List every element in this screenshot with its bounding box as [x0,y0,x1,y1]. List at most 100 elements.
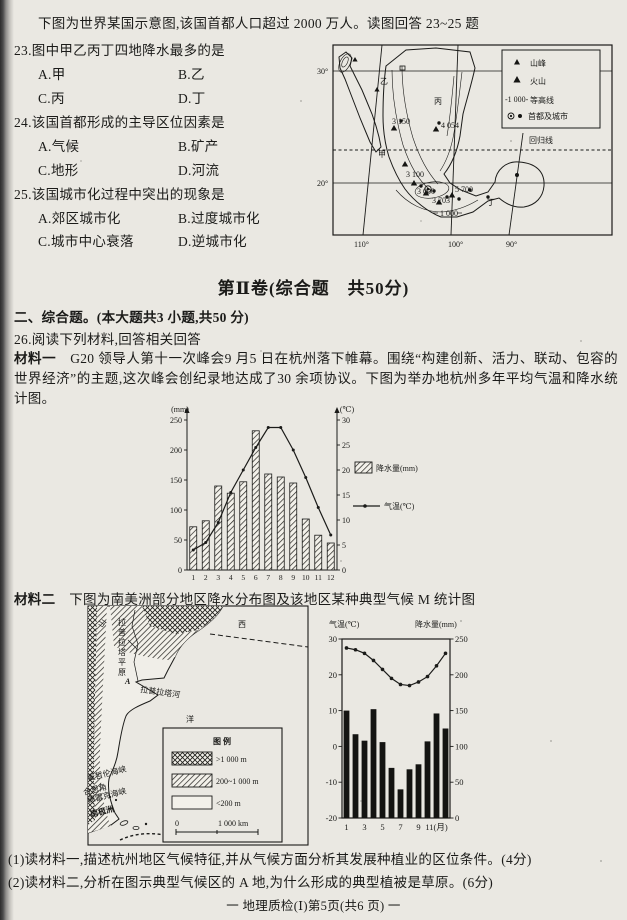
svg-text:30: 30 [329,634,338,644]
svg-text:5 700: 5 700 [455,185,473,194]
svg-text:25: 25 [342,441,350,450]
scale-start-label: 0 [175,819,179,828]
material1-paragraph: 材料一 G20 领导人第十一次峰会9 月5 日在杭州落下帷幕。围绕“构建创新、活… [14,349,618,409]
q25-option-d: D.逆城市化 [178,234,247,249]
svg-text:3 150: 3 150 [392,117,410,126]
q25-stem: 25.该国城市化过程中突出的现象是 [14,187,225,202]
legend-title: 图 例 [213,736,231,746]
sa-map-legend: 图 例 >1 000 m 200~1 000 m <200 m 0 1 000 … [162,727,283,843]
coastlines [338,47,545,218]
legend-swatch-above-1000 [171,751,213,766]
tropic-of-capricorn-line [209,633,309,648]
material2-text: 下图为南美洲部分地区降水分布图及该地区某种典型气候 M 统计图 [69,592,476,607]
svg-text:50: 50 [174,536,182,545]
svg-text:2: 2 [204,573,208,582]
precipitation-legend-swatch [354,461,373,474]
capital-marker [424,185,432,193]
relief-hatching [88,606,223,833]
svg-text:200: 200 [170,446,182,455]
lon-110-label: 110° [354,240,369,249]
svg-text:20: 20 [342,466,350,475]
south-america-map: 山 西 拉普拉塔平原 A 拉普拉塔河 洋 麦哲伦海峡 合恩角 德雷克海峡 南极洲… [82,605,309,846]
q23-option-c: C.丙 [38,91,65,106]
elevation-labels: 3 150 4 054 3 100 3 000 5 700 3 703 1 00… [392,117,473,218]
land-coastline [87,605,224,834]
svg-text:5: 5 [342,541,346,550]
legend-contour-value: -1 000- [505,95,529,104]
site-jia-label: 甲 [378,150,386,159]
rivers [127,609,139,682]
section2-title: 第Ⅱ卷(综合题 共50分) [217,279,410,298]
tropic-label: 回归线 [529,135,553,145]
q25-option-c: C.城市中心衰落 [38,234,134,249]
svg-text:50: 50 [455,777,464,787]
lat-20-label: 20° [317,179,328,188]
scale-bar [175,829,259,835]
scan-shadow-edge [0,0,14,920]
svg-text:-10: -10 [326,777,337,787]
svg-text:8: 8 [279,573,283,582]
svg-text:3 703: 3 703 [432,196,450,205]
intro-text: 下图为世界某国示意图,该国首都人口超过 2000 万人。读图回答 23~25 题 [38,16,480,31]
volcano-markers [352,57,456,205]
contour-lines [338,53,479,213]
svg-text:4 054: 4 054 [441,121,459,130]
subquestion-2: (2)读材料二,分析在图示典型气候区的 A 地,为什么形成的典型植被是草原。(6… [8,875,494,890]
svg-text:0: 0 [333,741,337,751]
svg-text:10: 10 [302,573,310,582]
material2-line: 材料二 下图为南美洲部分地区降水分布图及该地区某种典型气候 M 统计图 [14,588,475,608]
svg-text:20: 20 [329,670,338,680]
svg-text:-20: -20 [326,813,337,823]
q23-option-d: D.丁 [178,91,206,106]
svg-text:3: 3 [362,822,366,832]
svg-text:200: 200 [455,670,468,680]
svg-text:7: 7 [266,573,270,582]
q25-option-a: A.郊区城市化 [38,211,121,226]
site-yi-label: 乙 [380,77,388,86]
svg-text:30: 30 [342,416,350,425]
q24-option-d: D.河流 [178,163,220,178]
svg-text:5: 5 [241,573,245,582]
svg-text:250: 250 [455,634,468,644]
svg-text:9: 9 [416,822,420,832]
svg-text:150: 150 [455,706,468,716]
site-ding-label: 丁 [487,198,495,207]
svg-text:7: 7 [398,822,402,832]
svg-text:100: 100 [455,741,468,751]
mexico-map-legend: 山峰 火山 -1 000- 等高线 首都及城市 [501,49,601,129]
map-frame [332,44,613,236]
q24-option-b: B.矿产 [178,139,219,154]
svg-text:11(月): 11(月) [425,822,448,832]
atlantic-ocean-label: 洋 [186,714,194,724]
svg-text:250: 250 [170,416,182,425]
chart2-left-axis-title: 气温(℃) [329,619,360,629]
svg-text:12: 12 [327,573,335,582]
svg-text:1: 1 [344,822,348,832]
q24-stem: 24.该国首都形成的主导区位因素是 [14,115,225,130]
legend-peak-label: 山峰 [530,58,546,68]
q24-option-a: A.气候 [38,139,80,154]
q23-option-a: A.甲 [38,67,66,82]
chart2-right-axis-title: 降水量(mm) [415,619,457,629]
svg-text:3 000: 3 000 [417,187,435,196]
temperature-legend-label: 气温(℃) [384,501,415,511]
material1-text: G20 领导人第十一次峰会9 月5 日在杭州落下帷幕。围绕“构建创新、活力、联动… [14,351,618,406]
legend-below-200-label: <200 m [216,799,242,808]
legend-contour-label: 等高线 [530,95,554,105]
contour-1000-label: 1 000 [440,209,458,218]
legend-200-1000-label: 200~1 000 m [216,777,259,786]
svg-text:4: 4 [229,573,233,582]
precipitation-legend-label: 降水量(mm) [376,463,418,473]
q25-option-b: B.过度城市化 [178,211,260,226]
scale-end-label: 1 000 km [218,819,249,828]
material2-label: 材料二 [14,592,56,607]
svg-text:0: 0 [342,566,346,575]
svg-text:15: 15 [342,491,350,500]
q23-option-b: B.乙 [178,67,205,82]
city-markers [399,65,519,201]
svg-text:3 100: 3 100 [406,170,424,179]
legend-volcano-label: 火山 [530,76,546,86]
scan-noise [300,100,302,102]
